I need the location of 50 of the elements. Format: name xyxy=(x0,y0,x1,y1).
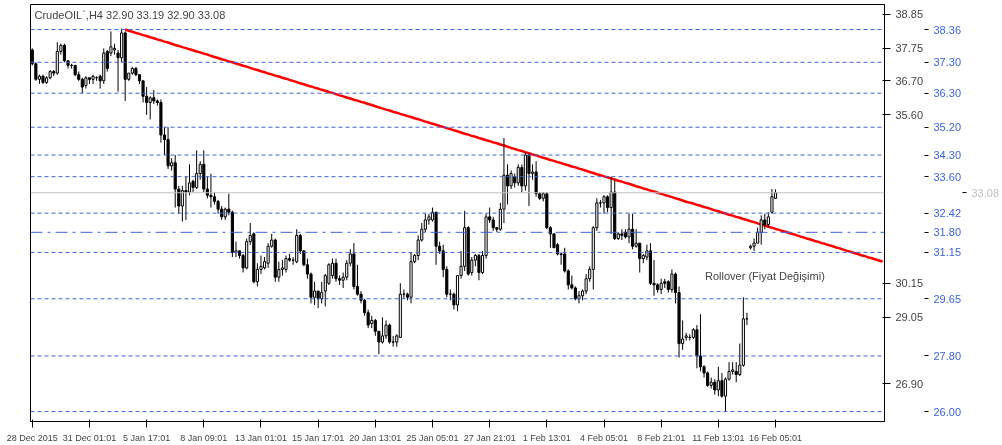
y-tick-label: 26.90 xyxy=(895,377,924,390)
candlestick xyxy=(184,176,188,221)
ref-line-label: 31.15 xyxy=(933,246,962,259)
candlestick xyxy=(91,74,95,85)
ref-line-label: 38.36 xyxy=(933,23,962,36)
ref-line-label: 33.08 xyxy=(971,186,1000,199)
ref-line-label: 34.30 xyxy=(933,149,962,162)
y-tick-label: 35.60 xyxy=(895,108,924,121)
y-tick-label: 29.05 xyxy=(895,311,924,324)
x-tick-label: 11 Feb 13:01 xyxy=(692,432,745,443)
x-tick-label: 31 Dec 01:01 xyxy=(62,432,117,443)
candlestick xyxy=(627,213,631,244)
x-tick-label: 25 Jan 05:01 xyxy=(406,432,459,443)
ref-line-label: 36.30 xyxy=(933,87,962,100)
y-tick-label: 30.15 xyxy=(895,277,924,290)
candlestick xyxy=(602,194,606,215)
y-tick-label: 38.85 xyxy=(895,8,924,21)
candlestick xyxy=(477,253,481,281)
x-tick-label: 1 Feb 13:01 xyxy=(522,432,571,443)
ref-line-label: 37.30 xyxy=(933,56,962,69)
x-tick-label: 5 Jan 17:01 xyxy=(123,432,171,443)
ref-line-label: 32.42 xyxy=(933,207,962,220)
x-tick-label: 8 Jan 09:01 xyxy=(180,432,228,443)
candlestick xyxy=(631,213,635,250)
candlestick xyxy=(384,319,388,340)
x-tick-label: 20 Jan 13:01 xyxy=(349,432,402,443)
ref-line-label: 31.80 xyxy=(933,226,962,239)
candlestick xyxy=(527,152,531,207)
x-tick-label: 8 Feb 21:01 xyxy=(637,432,686,443)
candlestick xyxy=(195,149,199,190)
ref-line-label: 29.65 xyxy=(933,292,962,305)
candlestick xyxy=(380,316,385,345)
x-tick-label: 27 Jan 21:01 xyxy=(463,432,516,443)
annotation: Rollover (Fiyat Değişimi) xyxy=(705,269,825,282)
candlestick xyxy=(577,290,581,304)
y-tick-label: 36.70 xyxy=(895,74,924,87)
ref-line-label: 33.60 xyxy=(933,170,962,183)
candlestick xyxy=(670,268,674,294)
x-tick-label: 28 Dec 2015 xyxy=(6,432,58,443)
ref-line-label: 26.00 xyxy=(933,405,962,418)
x-tick-label: 16 Feb 05:01 xyxy=(749,432,803,443)
x-tick-label: 4 Feb 05:01 xyxy=(579,432,629,443)
y-tick-label: 37.75 xyxy=(895,42,924,55)
chart-title: CrudeOIL`,H4 32.90 33.19 32.90 33.08 xyxy=(34,8,226,21)
line-series xyxy=(123,28,884,263)
ref-line-label: 27.80 xyxy=(933,349,962,362)
candlestick xyxy=(334,258,338,283)
x-tick-label: 13 Jan 01:01 xyxy=(234,432,287,443)
ref-line-label: 35.20 xyxy=(933,121,962,134)
x-tick-label: 15 Jan 17:01 xyxy=(292,432,345,443)
